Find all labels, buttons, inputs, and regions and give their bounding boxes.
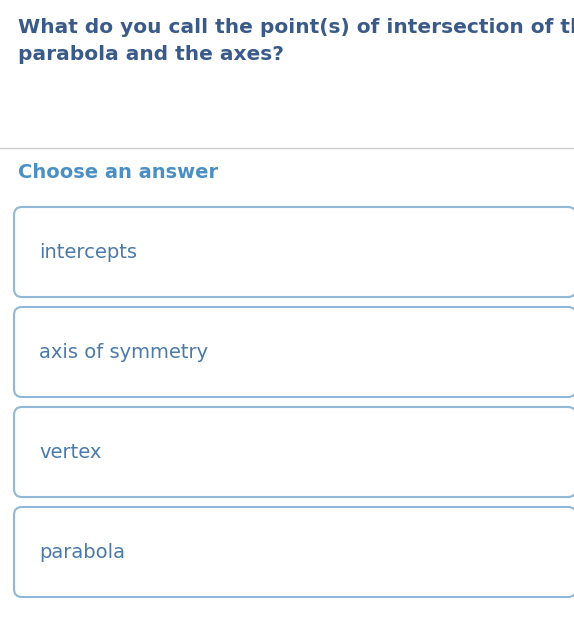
Text: axis of symmetry: axis of symmetry: [39, 342, 208, 361]
FancyBboxPatch shape: [14, 407, 574, 497]
Text: parabola: parabola: [39, 542, 125, 561]
FancyBboxPatch shape: [14, 207, 574, 297]
FancyBboxPatch shape: [14, 307, 574, 397]
FancyBboxPatch shape: [14, 507, 574, 597]
Text: vertex: vertex: [39, 443, 102, 462]
Text: intercepts: intercepts: [39, 243, 137, 261]
Text: Choose an answer: Choose an answer: [18, 163, 218, 182]
Text: What do you call the point(s) of intersection of the
parabola and the axes?: What do you call the point(s) of interse…: [18, 18, 574, 64]
